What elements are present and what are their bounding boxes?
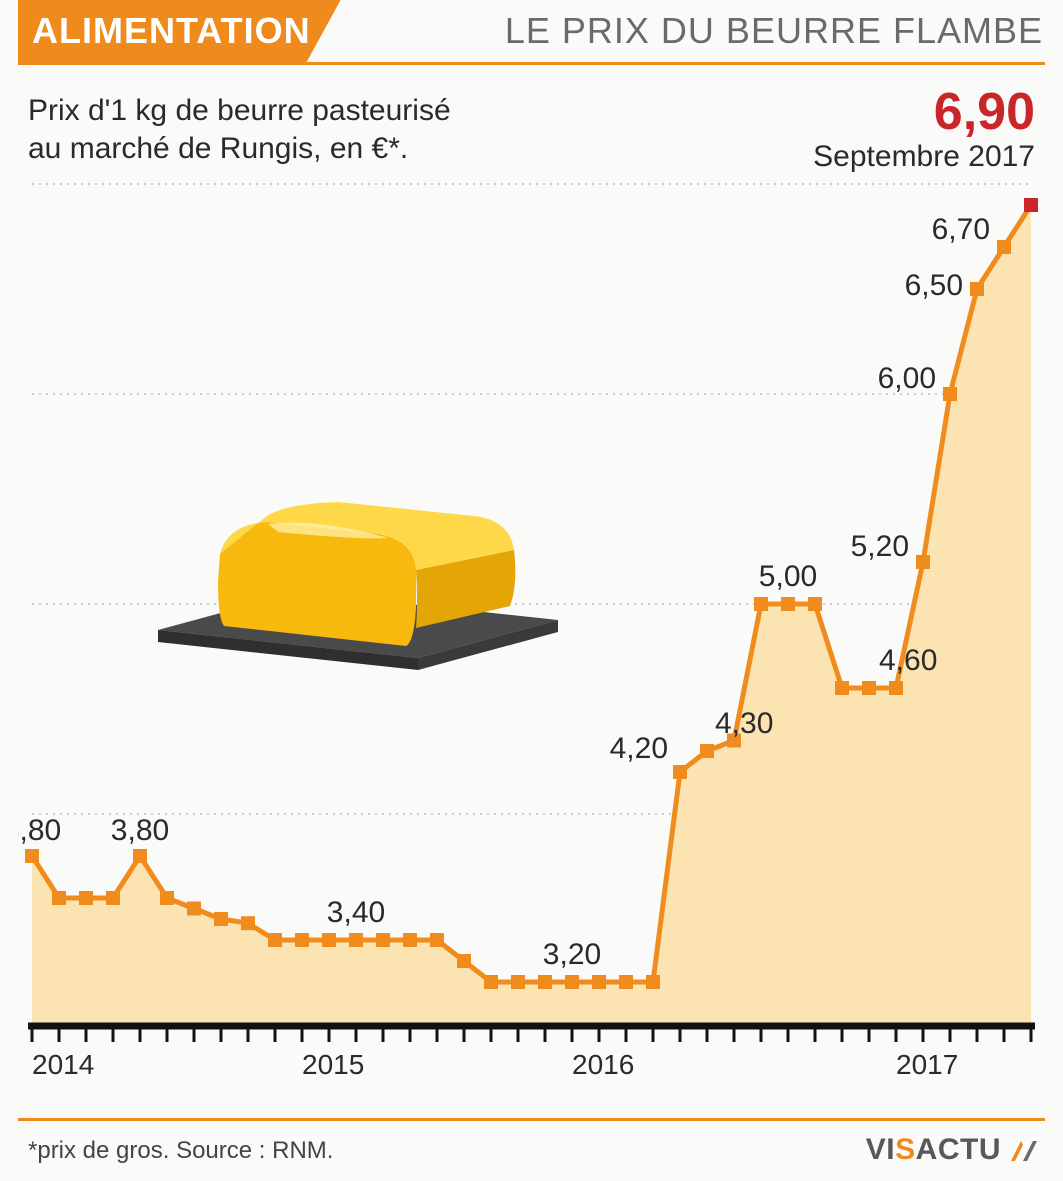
svg-text:2016: 2016 <box>572 1049 634 1080</box>
svg-text:5,00: 5,00 <box>759 560 817 593</box>
svg-text:4,20: 4,20 <box>610 732 668 765</box>
category-tab: ALIMENTATION <box>18 0 341 62</box>
header-rule <box>18 62 1045 65</box>
svg-text:6,70: 6,70 <box>932 213 990 246</box>
svg-text:2014: 2014 <box>32 1049 94 1080</box>
svg-text:6,50: 6,50 <box>905 269 963 302</box>
price-chart: 2014 2015 2016 2017 3,80 3,80 3,40 3,20 4,20 4,30… <box>18 180 1045 1086</box>
svg-text:2015: 2015 <box>302 1049 364 1080</box>
svg-text:6,00: 6,00 <box>878 362 936 395</box>
page-title: LE PRIX DU BEURRE FLAMBE <box>505 10 1043 52</box>
highlight-value: 6,90 <box>934 82 1035 142</box>
brand-icon <box>1009 1137 1039 1163</box>
svg-text:4,30: 4,30 <box>715 707 773 740</box>
desc-line-2: au marché de Rungis, en €*. <box>28 130 451 168</box>
svg-text:3,80: 3,80 <box>18 814 61 847</box>
chart-description: Prix d'1 kg de beurre pasteurisé au marc… <box>28 92 451 167</box>
svg-text:3,80: 3,80 <box>111 814 169 847</box>
brand-pre: VI <box>866 1133 895 1166</box>
svg-text:2017: 2017 <box>896 1049 958 1080</box>
highlight-label: Septembre 2017 <box>813 140 1035 174</box>
category-label: ALIMENTATION <box>32 10 311 52</box>
footer-rule <box>18 1118 1045 1121</box>
brand-logo: VISACTU <box>866 1133 1039 1167</box>
svg-text:3,40: 3,40 <box>327 896 385 929</box>
header: ALIMENTATION LE PRIX DU BEURRE FLAMBE <box>0 0 1063 62</box>
brand-post: ACTU <box>916 1133 1001 1166</box>
brand-accent: S <box>895 1133 916 1166</box>
desc-line-1: Prix d'1 kg de beurre pasteurisé <box>28 92 451 130</box>
footnote: *prix de gros. Source : RNM. <box>28 1137 333 1165</box>
svg-text:5,20: 5,20 <box>851 530 909 563</box>
svg-text:4,60: 4,60 <box>879 644 937 677</box>
svg-text:3,20: 3,20 <box>543 938 601 971</box>
